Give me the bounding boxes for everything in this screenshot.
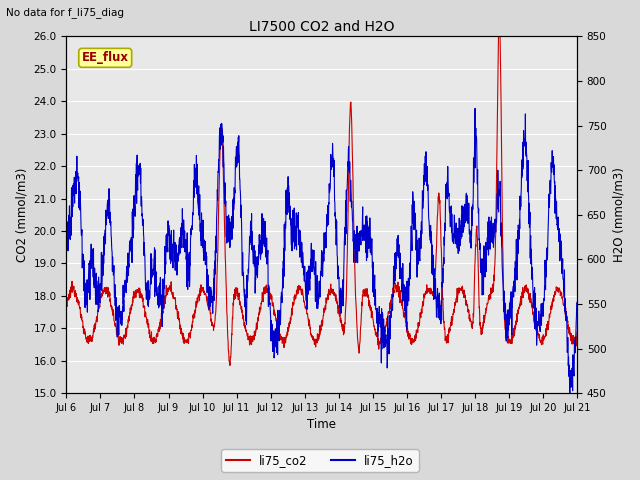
li75_h2o <box>566 390 573 396</box>
Line: li75_co2: li75_co2 <box>67 20 577 365</box>
X-axis label: Time: Time <box>307 419 336 432</box>
Title: LI7500 CO2 and H2O: LI7500 CO2 and H2O <box>249 20 394 34</box>
Legend: li75_co2, li75_h2o: li75_co2, li75_h2o <box>221 449 419 472</box>
Text: No data for f_li75_diag: No data for f_li75_diag <box>6 7 124 18</box>
li75_co2 <box>88 333 96 339</box>
Text: EE_flux: EE_flux <box>82 51 129 64</box>
li75_co2 <box>559 297 566 303</box>
li75_co2 <box>559 294 566 300</box>
li75_h2o <box>63 247 70 253</box>
li75_co2 <box>495 17 502 23</box>
li75_co2 <box>311 336 319 342</box>
li75_h2o <box>558 258 566 264</box>
li75_h2o <box>573 300 581 305</box>
li75_h2o <box>88 249 96 254</box>
Line: li75_h2o: li75_h2o <box>67 108 577 393</box>
li75_h2o <box>559 264 566 270</box>
li75_co2 <box>63 305 70 311</box>
li75_h2o <box>311 265 319 271</box>
li75_h2o <box>471 106 479 111</box>
li75_co2 <box>573 330 581 336</box>
li75_co2 <box>226 362 234 368</box>
Y-axis label: CO2 (mmol/m3): CO2 (mmol/m3) <box>15 168 28 262</box>
li75_h2o <box>298 240 305 245</box>
li75_co2 <box>465 307 472 312</box>
li75_co2 <box>298 290 305 296</box>
Y-axis label: H2O (mmol/m3): H2O (mmol/m3) <box>612 168 625 262</box>
li75_h2o <box>465 219 472 225</box>
